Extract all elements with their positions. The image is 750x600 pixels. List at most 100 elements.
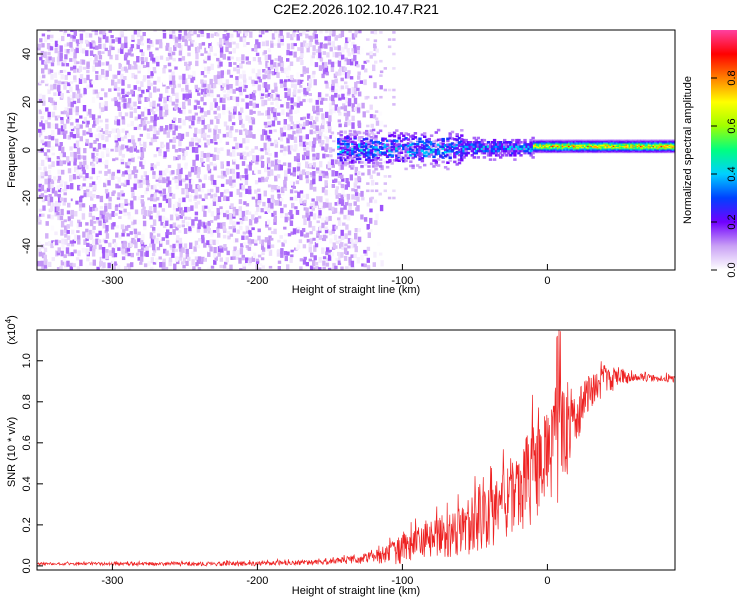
spectrogram-cell [265, 30, 269, 33]
spectrogram-cell [540, 142, 544, 144]
spectrogram-cell [127, 139, 132, 143]
spectrogram-cell [654, 139, 658, 142]
spectrogram-cell [212, 83, 217, 89]
spectrogram-cell [383, 147, 387, 151]
spectrogram-cell [229, 218, 233, 225]
spectrogram-cell [328, 230, 333, 236]
spectrogram-cell [214, 125, 218, 130]
spectrogram-cell [152, 235, 156, 240]
spectrogram-cell [494, 143, 499, 146]
spectrogram-cell [579, 150, 583, 152]
spectrogram-cell [356, 196, 360, 202]
spectrogram-cell [432, 140, 436, 143]
spectrogram-cell [478, 147, 483, 151]
spectrogram-cell [441, 156, 445, 159]
spectrogram-cell [540, 149, 544, 151]
spectrogram-cell [345, 85, 349, 89]
spectrogram-cell [385, 147, 390, 150]
spectrogram-cell [70, 128, 75, 132]
bottom-x-tick-label: -100 [391, 575, 413, 587]
spectrogram-cell [296, 72, 300, 79]
spectrogram-cell [133, 101, 137, 107]
spectrogram-cell [89, 142, 93, 149]
spectrogram-cell [302, 215, 306, 219]
spectrogram-cell [344, 123, 348, 128]
spectrogram-cell [544, 148, 548, 150]
spectrogram-cell [233, 30, 237, 33]
spectrogram-cell [233, 106, 237, 112]
spectrogram-cell [158, 97, 162, 102]
spectrogram-cell [302, 40, 307, 47]
spectrogram-cell [47, 141, 51, 148]
spectrogram-cell [70, 151, 74, 157]
spectrogram-cell [617, 151, 621, 154]
spectrogram-cell [321, 127, 325, 132]
spectrogram-cell [652, 150, 656, 152]
spectrogram-cell [184, 206, 188, 213]
spectrogram-cell [207, 55, 211, 61]
spectrogram-cell [339, 138, 343, 141]
spectrogram-cell [82, 155, 87, 160]
spectrogram-cell [208, 243, 212, 248]
spectrogram-cell [358, 143, 362, 146]
spectrogram-cell [232, 228, 236, 233]
spectrogram-cell [369, 217, 373, 224]
spectrogram-cell [38, 93, 43, 99]
spectrogram-cell [466, 151, 470, 155]
spectrogram-cell [571, 139, 575, 142]
spectrogram-cell [41, 127, 46, 133]
spectrogram-cell [354, 233, 358, 240]
spectrogram-cell [81, 93, 86, 97]
spectrogram-cell [357, 103, 361, 108]
spectrogram-cell [615, 145, 619, 148]
spectrogram-cell [591, 148, 595, 150]
spectrogram-cell [133, 30, 138, 35]
spectrogram-cell [331, 94, 335, 102]
spectrogram-cell [366, 95, 370, 99]
spectrogram-cell [448, 146, 452, 149]
spectrogram-cell [239, 118, 243, 125]
spectrogram-cell [329, 87, 333, 91]
spectrogram-cell [566, 139, 570, 142]
spectrogram-cell [203, 125, 207, 130]
spectrogram-cell [460, 154, 464, 157]
spectrogram-cell [152, 249, 157, 253]
spectrogram-cell [98, 230, 102, 236]
spectrogram-cell [420, 143, 425, 147]
spectrogram-cell [633, 139, 637, 142]
spectrogram-cell [296, 153, 300, 159]
spectrogram-cell [636, 140, 640, 143]
spectrogram-cell [329, 108, 333, 115]
spectrogram-cell [544, 149, 548, 151]
spectrogram-cell [188, 171, 192, 177]
spectrogram-cell [628, 145, 632, 148]
spectrogram-cell [102, 161, 106, 165]
colorbar: 0.00.20.40.60.8 Normalized spectral ampl… [682, 30, 738, 278]
spectrogram-cell [47, 116, 51, 120]
spectrogram-cell [534, 148, 538, 150]
spectrogram-cell [413, 153, 418, 157]
spectrogram-cell [140, 238, 144, 245]
spectrogram-cell [50, 134, 55, 141]
spectrogram-cell [83, 239, 87, 245]
spectrogram-cell [340, 229, 344, 236]
spectrogram-cell [650, 146, 654, 149]
spectrogram-cell [643, 146, 646, 149]
spectrogram-cell [151, 111, 156, 115]
spectrogram-cell [128, 158, 132, 162]
spectrogram-cell [197, 256, 202, 263]
spectrogram-cell [63, 110, 68, 115]
spectrogram-cell [260, 134, 264, 141]
spectrogram-cell [62, 69, 67, 73]
spectrogram-cell [615, 142, 619, 144]
spectrogram-cell [130, 53, 134, 57]
spectrogram-cell [50, 182, 54, 189]
spectrogram-cell [98, 220, 102, 226]
spectrogram-cell [496, 141, 501, 144]
spectrogram-cell [137, 68, 141, 74]
spectrogram-cell [169, 192, 173, 197]
spectrogram-cell [553, 142, 557, 144]
spectrogram-cell [577, 144, 581, 146]
spectrogram-cell [150, 116, 154, 122]
spectrogram-cell [658, 150, 662, 152]
